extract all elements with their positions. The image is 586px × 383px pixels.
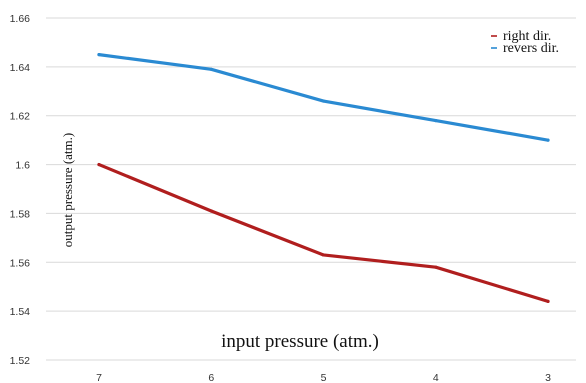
- y-tick-label: 1.54: [10, 306, 31, 318]
- x-tick-label: 4: [433, 372, 439, 383]
- data-point: [209, 209, 213, 213]
- x-tick-label: 5: [321, 372, 327, 383]
- data-point: [321, 253, 326, 257]
- x-tick-label: 3: [545, 372, 551, 383]
- legend-label: right dir.: [503, 29, 551, 44]
- data-point: [209, 67, 213, 71]
- x-tick-label: 7: [96, 372, 102, 383]
- y-tick-label: 1.52: [10, 355, 31, 367]
- y-tick-label: 1.66: [10, 13, 31, 25]
- data-point: [97, 53, 101, 57]
- y-tick-label: 1.56: [10, 257, 31, 269]
- y-tick-label: 1.6: [15, 160, 30, 172]
- y-axis-ticks: 1.52 1.54 1.56 1.58 1.6 1.62 1.64 1.66: [10, 13, 31, 367]
- y-tick-label: 1.58: [10, 208, 31, 220]
- series-line-1: [97, 53, 550, 142]
- x-axis-ticks: 7 6 5 4 3: [96, 372, 551, 383]
- data-point: [546, 138, 550, 142]
- y-axis-label: output pressure (atm.): [60, 133, 75, 247]
- y-tick-label: 1.64: [10, 62, 31, 74]
- data-point: [321, 99, 326, 103]
- data-point: [97, 162, 101, 167]
- y-tick-label: 1.62: [10, 111, 31, 123]
- gridlines: [46, 17, 576, 361]
- series-line-0: [97, 162, 550, 303]
- data-point: [546, 299, 550, 303]
- data-point: [434, 265, 438, 269]
- legend-label: revers dir.: [503, 41, 559, 56]
- x-tick-label: 6: [208, 372, 214, 383]
- x-axis-label: input pressure (atm.): [221, 331, 379, 352]
- series-lines: [97, 53, 550, 303]
- legend: right dir.revers dir.: [491, 29, 559, 56]
- data-point: [434, 119, 438, 123]
